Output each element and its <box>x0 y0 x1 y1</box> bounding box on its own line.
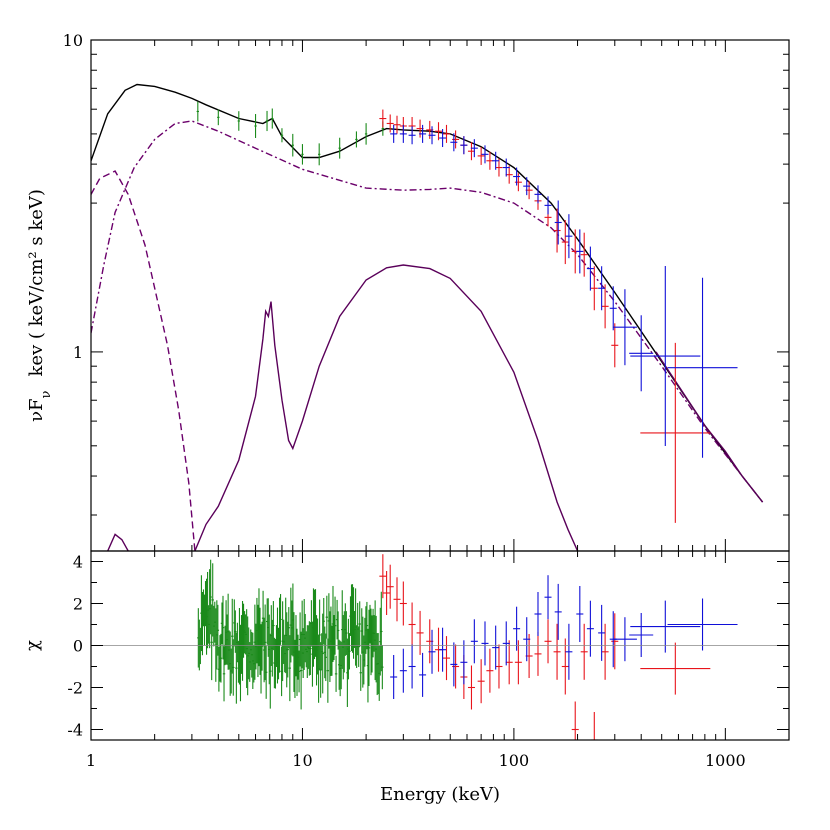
y-title-unit: kev ( keV/cm² s keV) <box>26 189 47 376</box>
spectrum-green-series <box>196 101 385 166</box>
y-axis-title-top: νFν kev ( keV/cm² s keV) <box>26 189 54 422</box>
model-curve-3 <box>107 533 129 551</box>
y-tick-label-bottom: 0 <box>73 637 83 656</box>
y-tick-label-bottom: -2 <box>67 679 83 698</box>
model-curve-0 <box>91 83 764 503</box>
y-tick-label-bottom: 4 <box>73 553 83 572</box>
y-title-sub: ν <box>39 390 54 398</box>
y-tick-label-bottom: -4 <box>67 721 83 740</box>
x-tick-label: 100 <box>499 751 530 770</box>
spectrum-blue-series <box>390 124 738 458</box>
y-tick-label-bottom: 2 <box>73 595 83 614</box>
x-axis-title: Energy (keV) <box>380 784 500 805</box>
y-title-prefix: νF <box>26 398 47 421</box>
residual-panel <box>197 554 738 740</box>
y-axis-title-bottom: χ <box>22 640 43 651</box>
model-curve-5 <box>655 351 764 503</box>
model-curve-2 <box>91 170 196 551</box>
residual-red-series <box>379 554 711 740</box>
x-tick-label: 1 <box>86 751 96 770</box>
y-tick-label-top: 10 <box>63 31 83 50</box>
y-tick-label-top: 1 <box>73 343 83 362</box>
model-curve-4 <box>194 264 579 551</box>
x-tick-label: 10 <box>292 751 312 770</box>
residual-blue-series <box>390 575 738 699</box>
residual-green-series <box>197 559 384 710</box>
spectrum-panel <box>91 83 764 551</box>
x-tick-label: 1000 <box>705 751 746 770</box>
top-frame <box>90 39 790 552</box>
axes: 1 10 100 1000 Energy (keV) 1 10 -4 -2 0 2 4 νFν kev (… <box>22 31 790 805</box>
model-curve-1 <box>91 120 764 503</box>
